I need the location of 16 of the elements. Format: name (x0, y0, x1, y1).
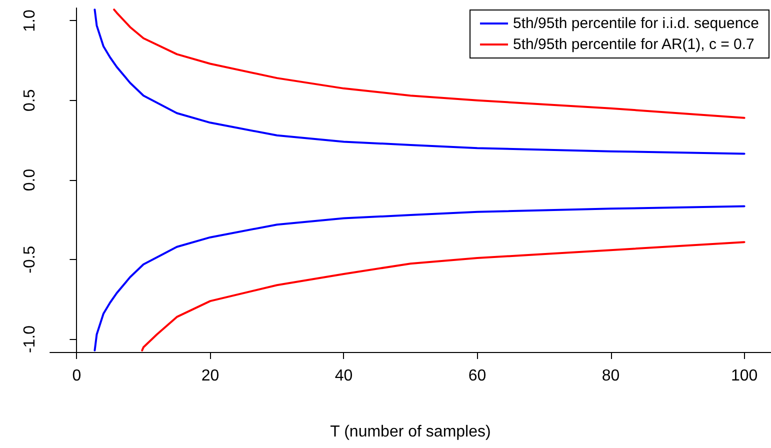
line-series (94, 205, 746, 352)
y-tick-label: 0.5 (22, 89, 38, 112)
x-tick-label: 100 (730, 368, 758, 384)
y-tick-label: 0.0 (22, 168, 38, 192)
y-tick-label: -0.5 (22, 246, 38, 274)
y-tick-label: -1.0 (22, 325, 38, 354)
x-tick-label: 60 (468, 368, 486, 384)
x-tick-label: 20 (201, 368, 220, 384)
line-series (141, 241, 746, 352)
x-tick-label: 0 (72, 368, 82, 384)
x-tick-label: 40 (334, 368, 353, 384)
x-axis-title: T (number of samples) (330, 424, 491, 440)
x-tick-label: 80 (602, 368, 620, 384)
y-tick-label: 1.0 (22, 10, 38, 32)
legend-label: 5th/95th percentile for i.i.d. sequence (513, 15, 760, 32)
legend-label: 5th/95th percentile for AR(1), c = 0.7 (513, 36, 754, 53)
